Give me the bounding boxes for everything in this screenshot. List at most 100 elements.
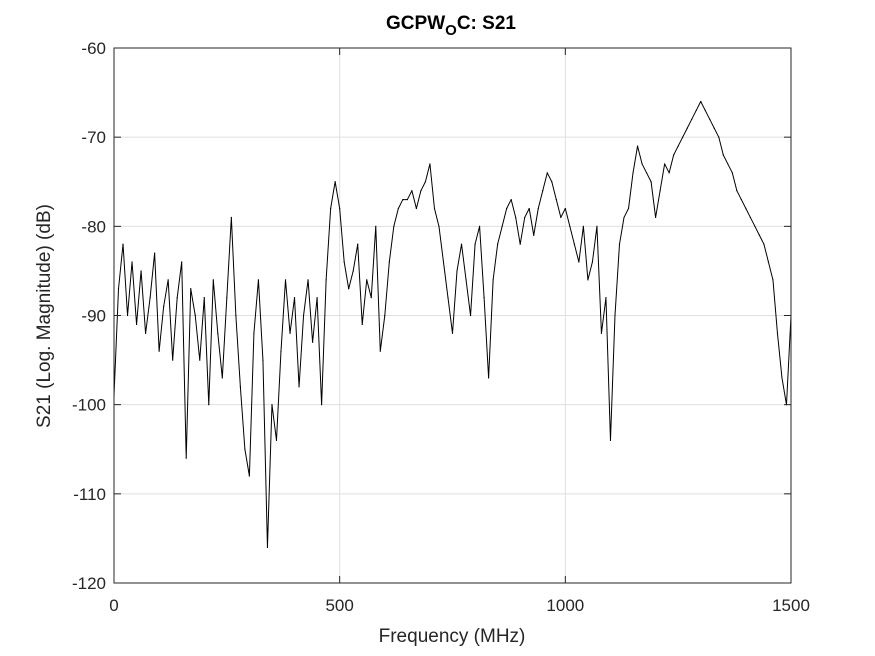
data-point: [578, 261, 580, 263]
data-point: [636, 145, 639, 147]
data-point: [763, 243, 765, 245]
data-point: [555, 198, 557, 201]
data-point: [212, 279, 214, 281]
data-point: [659, 190, 661, 192]
data-point: [551, 181, 553, 183]
data-point: [163, 305, 165, 308]
data-point: [605, 297, 607, 299]
data-point: [230, 216, 232, 219]
data-point: [149, 297, 151, 299]
data-point: [758, 234, 761, 236]
data-point: [307, 279, 309, 281]
data-point: [645, 172, 648, 174]
data-point: [388, 261, 390, 263]
data-point: [700, 100, 702, 103]
data-point: [167, 279, 169, 281]
y-tick-label: -70: [81, 128, 106, 147]
data-point: [745, 207, 747, 210]
series-layer: [113, 100, 792, 548]
x-tick-label: 500: [325, 596, 353, 615]
data-point: [560, 216, 562, 219]
data-point: [415, 207, 417, 210]
data-point: [221, 377, 223, 379]
data-point: [239, 386, 241, 388]
data-point: [298, 386, 300, 388]
data-point: [731, 172, 733, 174]
data-point: [348, 288, 350, 290]
data-point: [582, 225, 584, 227]
data-point: [506, 207, 508, 210]
data-point: [776, 332, 779, 334]
data-point: [474, 243, 476, 245]
data-point: [641, 163, 643, 165]
data-point: [727, 163, 729, 165]
data-point: [325, 279, 327, 281]
chart-title-main: GCPW: [386, 13, 445, 34]
data-point: [772, 279, 774, 281]
data-point: [650, 181, 652, 183]
data-point: [564, 207, 566, 210]
data-point: [384, 314, 386, 317]
data-point: [524, 216, 526, 219]
chart-title: GCPWOC: S21: [386, 13, 516, 39]
data-point: [465, 279, 467, 281]
data-point: [618, 243, 621, 245]
y-tick-label: -120: [72, 574, 106, 593]
data-point: [406, 198, 408, 201]
data-point: [767, 261, 770, 263]
tick-labels: 0 500 1000 1500 -60 -70 -80 -90 -100 -110 -120: [72, 39, 810, 615]
data-point: [271, 404, 273, 406]
data-point: [488, 377, 490, 379]
data-point: [722, 154, 724, 156]
data-point: [253, 332, 255, 334]
data-point: [677, 145, 679, 147]
data-point: [451, 332, 454, 334]
data-point: [781, 377, 783, 379]
data-point: [190, 288, 192, 290]
data-point: [126, 314, 129, 317]
data-point: [596, 225, 598, 227]
data-point: [713, 127, 715, 129]
data-point: [664, 163, 666, 165]
data-point: [537, 207, 539, 210]
chart-title-rest: C: S21: [457, 13, 517, 34]
data-point: [357, 243, 359, 245]
data-point: [704, 109, 706, 112]
y-tick-label: -80: [81, 217, 106, 236]
data-point: [533, 234, 535, 236]
data-point: [623, 216, 625, 219]
data-point: [442, 261, 445, 263]
data-point: [492, 279, 494, 281]
data-point: [469, 314, 472, 317]
data-point: [135, 323, 138, 326]
data-point: [749, 216, 751, 219]
x-tick-label: 1000: [546, 596, 584, 615]
data-point: [226, 297, 228, 299]
data-point: [686, 127, 688, 129]
data-point: [284, 279, 287, 281]
data-point: [248, 475, 250, 477]
data-point: [316, 297, 318, 299]
data-point: [330, 207, 332, 210]
data-point: [280, 350, 282, 352]
data-point: [433, 207, 436, 210]
data-point: [420, 190, 422, 192]
data-point: [456, 270, 458, 272]
data-point: [203, 297, 205, 299]
y-tick-label: -60: [81, 39, 106, 58]
x-axis-label: Frequency (MHz): [379, 626, 526, 647]
data-point: [208, 404, 210, 406]
data-point: [460, 243, 463, 245]
data-point: [393, 225, 395, 227]
data-point: [438, 225, 440, 227]
data-point: [370, 297, 372, 299]
data-point: [528, 207, 530, 210]
data-point: [289, 332, 291, 334]
data-point: [293, 297, 296, 299]
data-point: [655, 216, 657, 219]
data-point: [591, 261, 594, 263]
data-point: [366, 279, 368, 281]
data-point: [519, 243, 521, 245]
data-point: [257, 279, 260, 281]
data-point: [695, 109, 697, 112]
